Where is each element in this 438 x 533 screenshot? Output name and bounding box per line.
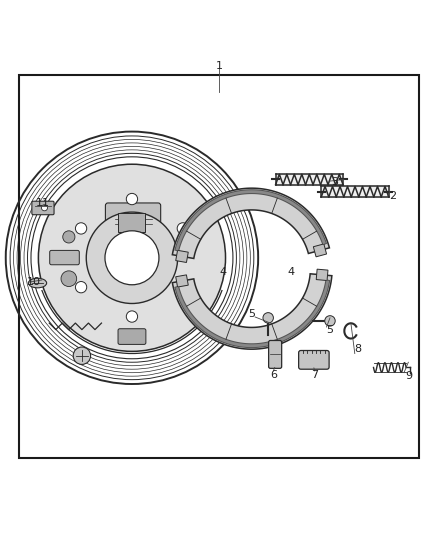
Circle shape: [39, 164, 226, 351]
Circle shape: [126, 193, 138, 205]
Circle shape: [177, 223, 188, 234]
Text: 5: 5: [248, 309, 255, 319]
Text: 3: 3: [331, 176, 338, 187]
Circle shape: [42, 205, 47, 211]
Polygon shape: [172, 188, 329, 259]
Text: 4: 4: [287, 266, 294, 277]
Text: 1: 1: [215, 61, 223, 71]
Polygon shape: [316, 269, 328, 280]
Text: 6: 6: [270, 370, 277, 381]
Text: 7: 7: [311, 370, 318, 381]
Text: 8: 8: [355, 344, 362, 354]
Polygon shape: [176, 275, 188, 287]
Polygon shape: [172, 274, 332, 349]
FancyBboxPatch shape: [299, 351, 329, 369]
Text: 4: 4: [220, 266, 227, 277]
Circle shape: [63, 231, 75, 243]
Bar: [19, 75, 419, 458]
Circle shape: [75, 223, 87, 234]
Text: 9: 9: [405, 371, 412, 381]
Text: 10: 10: [27, 277, 41, 287]
FancyBboxPatch shape: [118, 329, 146, 344]
Circle shape: [177, 281, 188, 293]
FancyBboxPatch shape: [32, 201, 54, 215]
Circle shape: [86, 212, 178, 303]
Text: 2: 2: [389, 191, 397, 201]
Circle shape: [75, 281, 87, 293]
Polygon shape: [176, 251, 188, 262]
Ellipse shape: [28, 278, 47, 288]
Circle shape: [73, 347, 91, 365]
Text: 11: 11: [36, 198, 50, 208]
FancyBboxPatch shape: [106, 203, 161, 237]
Circle shape: [61, 271, 77, 287]
FancyBboxPatch shape: [49, 251, 79, 265]
FancyBboxPatch shape: [118, 213, 145, 232]
Circle shape: [263, 313, 273, 323]
Polygon shape: [313, 244, 327, 257]
Circle shape: [105, 231, 159, 285]
Circle shape: [325, 316, 335, 326]
Circle shape: [126, 311, 138, 322]
FancyBboxPatch shape: [268, 341, 282, 368]
Text: 5: 5: [326, 325, 333, 335]
